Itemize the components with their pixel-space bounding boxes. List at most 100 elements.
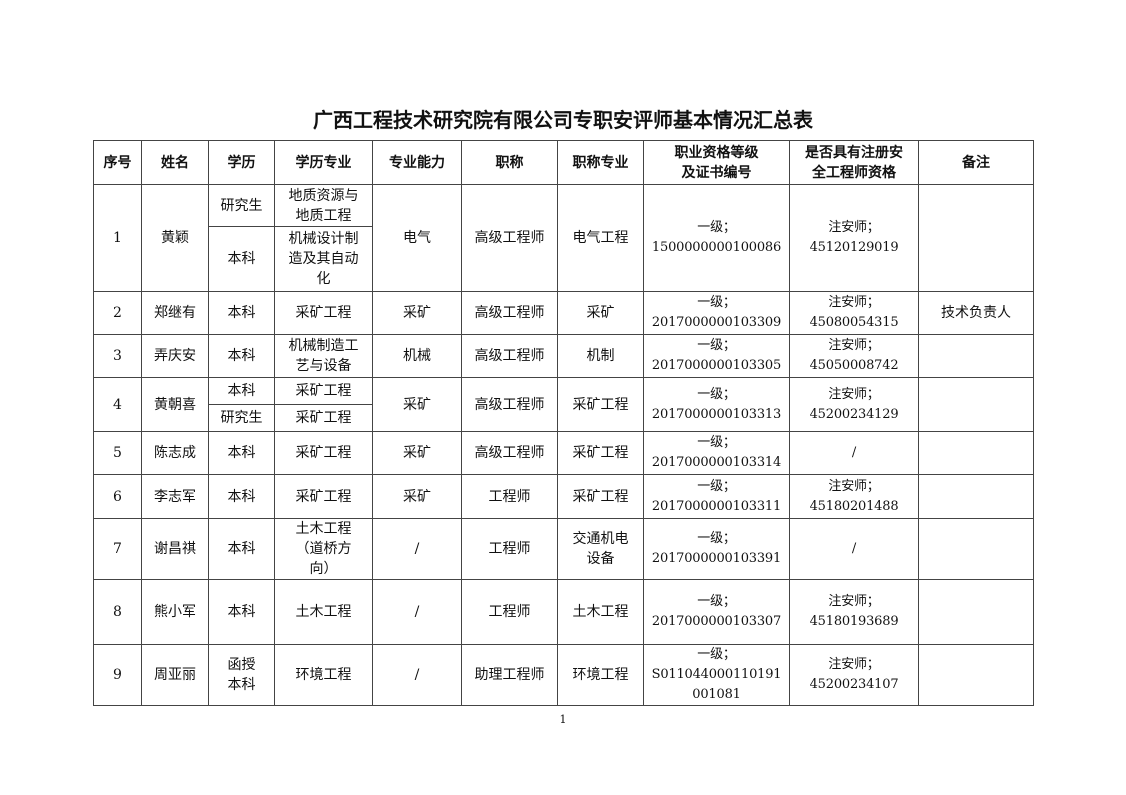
document-title: 广西工程技术研究院有限公司专职安评师基本情况汇总表 <box>313 108 813 132</box>
table-row: 6 李志军 本科 采矿工程 采矿 工程师 采矿工程 一级； 2017000000103311 注… <box>93 474 1034 519</box>
cell-education-major: 采矿工程 <box>274 404 373 432</box>
cell-certificate: 一级； 2017000000103307 <box>643 579 790 645</box>
cell-remarks <box>918 377 1034 432</box>
cell-title-major: 交通机电 设备 <box>557 518 644 580</box>
cell-specialty: / <box>372 644 462 706</box>
cell-remarks <box>918 474 1034 519</box>
cell-remarks <box>918 644 1034 706</box>
cell-education: 本科 <box>208 377 275 405</box>
table-row: 研究生 采矿工程 <box>94 404 1034 432</box>
cell-education-major: 环境工程 <box>274 644 373 706</box>
cell-certificate: 一级； 2017000000103305 <box>643 334 790 378</box>
cell-registered-engineer: 注安师； 45200234129 <box>789 377 919 432</box>
cell-name: 熊小军 <box>141 579 209 645</box>
cell-name: 陈志成 <box>141 431 209 475</box>
cell-certificate: 一级； 1500000000100086 <box>643 184 790 292</box>
cell-education-major: 机械制造工 艺与设备 <box>274 334 373 378</box>
cell-title: 助理工程师 <box>461 644 558 706</box>
cell-education-major: 采矿工程 <box>274 474 373 519</box>
header-title-major: 职称专业 <box>557 140 644 185</box>
cell-title-major: 土木工程 <box>557 579 644 645</box>
header-title: 职称 <box>461 140 558 185</box>
cell-name: 黄朝喜 <box>141 377 209 432</box>
cell-title-major: 采矿工程 <box>557 377 644 432</box>
cell-title-major: 采矿工程 <box>557 431 644 475</box>
table-row: 7 谢昌祺 本科 土木工程 （道桥方 向） / 工程师 交通机电 设备 一级； 2017000… <box>93 518 1034 580</box>
cell-seq: 8 <box>93 579 142 645</box>
cell-name: 周亚丽 <box>141 644 209 706</box>
cell-title-major: 采矿工程 <box>557 474 644 519</box>
cell-education: 本科 <box>208 334 275 378</box>
cell-seq: 6 <box>93 474 142 519</box>
cell-title: 工程师 <box>461 579 558 645</box>
cell-name: 黄颖 <box>141 184 209 292</box>
cell-education: 本科 <box>208 579 275 645</box>
header-seq: 序号 <box>93 140 142 185</box>
cell-specialty: 电气 <box>372 184 462 292</box>
table-row: 2 郑继有 本科 采矿工程 采矿 高级工程师 采矿 一级； 2017000000103309 注… <box>93 291 1034 335</box>
cell-seq: 3 <box>93 334 142 378</box>
header-education: 学历 <box>208 140 275 185</box>
cell-title: 高级工程师 <box>461 377 558 432</box>
cell-registered-engineer: 注安师； 45200234107 <box>789 644 919 706</box>
cell-title: 高级工程师 <box>461 431 558 475</box>
cell-registered-engineer: 注安师； 45180201488 <box>789 474 919 519</box>
cell-certificate: 一级； S011044000110191 001081 <box>643 644 790 706</box>
cell-seq: 2 <box>93 291 142 335</box>
header-education-major: 学历专业 <box>274 140 373 185</box>
table-row: 4 黄朝喜 本科 采矿工程 采矿 高级工程师 采矿工程 一级； 201700000010331… <box>93 377 1034 432</box>
cell-certificate: 一级； 2017000000103314 <box>643 431 790 475</box>
cell-name: 郑继有 <box>141 291 209 335</box>
table-row: 8 熊小军 本科 土木工程 / 工程师 土木工程 一级； 2017000000103307 注安… <box>93 579 1034 645</box>
cell-education: 本科 <box>208 226 275 292</box>
cell-specialty: 机械 <box>372 334 462 378</box>
cell-seq: 7 <box>93 518 142 580</box>
cell-title-major: 机制 <box>557 334 644 378</box>
cell-registered-engineer: 注安师； 45050008742 <box>789 334 919 378</box>
header-name: 姓名 <box>141 140 209 185</box>
cell-specialty: / <box>372 579 462 645</box>
table-row: 9 周亚丽 函授 本科 环境工程 / 助理工程师 环境工程 一级； S011044000110… <box>93 644 1034 706</box>
cell-education: 本科 <box>208 431 275 475</box>
cell-education-major: 采矿工程 <box>274 291 373 335</box>
cell-education-major: 土木工程 <box>274 579 373 645</box>
cell-registered-engineer: / <box>789 431 919 475</box>
cell-certificate: 一级； 2017000000103391 <box>643 518 790 580</box>
cell-education-major: 地质资源与 地质工程 <box>274 184 373 227</box>
cell-education: 研究生 <box>208 184 275 227</box>
cell-specialty: / <box>372 518 462 580</box>
cell-title: 高级工程师 <box>461 184 558 292</box>
cell-education: 本科 <box>208 291 275 335</box>
cell-specialty: 采矿 <box>372 474 462 519</box>
cell-education: 函授 本科 <box>208 644 275 706</box>
table-row: 3 弄庆安 本科 机械制造工 艺与设备 机械 高级工程师 机制 一级； 20170000001… <box>93 334 1034 378</box>
cell-education: 本科 <box>208 518 275 580</box>
cell-title: 高级工程师 <box>461 291 558 335</box>
cell-remarks <box>918 518 1034 580</box>
header-specialty: 专业能力 <box>372 140 462 185</box>
cell-registered-engineer: 注安师； 45080054315 <box>789 291 919 335</box>
cell-specialty: 采矿 <box>372 431 462 475</box>
cell-title: 高级工程师 <box>461 334 558 378</box>
cell-specialty: 采矿 <box>372 377 462 432</box>
table-row: 1 黄颖 研究生 地质资源与 地质工程 电气 高级工程师 电气工程 一级； 150000000… <box>93 184 1034 292</box>
cell-title: 工程师 <box>461 518 558 580</box>
header-remarks: 备注 <box>918 140 1034 185</box>
cell-education: 研究生 <box>208 404 275 432</box>
cell-title-major: 环境工程 <box>557 644 644 706</box>
cell-education-major: 采矿工程 <box>274 377 373 405</box>
cell-title-major: 采矿 <box>557 291 644 335</box>
staff-summary-table: 序号 姓名 学历 学历专业 专业能力 职称 职称专业 职业资格等级 及证书编号 是否具有注册安 … <box>93 140 1034 706</box>
cell-title: 工程师 <box>461 474 558 519</box>
cell-remarks <box>918 431 1034 475</box>
header-registered-engineer: 是否具有注册安 全工程师资格 <box>789 140 919 185</box>
cell-name: 弄庆安 <box>141 334 209 378</box>
cell-remarks <box>918 334 1034 378</box>
cell-certificate: 一级； 2017000000103313 <box>643 377 790 432</box>
cell-registered-engineer: 注安师； 45180193689 <box>789 579 919 645</box>
cell-remarks <box>918 579 1034 645</box>
cell-title-major: 电气工程 <box>557 184 644 292</box>
cell-certificate: 一级； 2017000000103309 <box>643 291 790 335</box>
cell-specialty: 采矿 <box>372 291 462 335</box>
cell-education: 本科 <box>208 474 275 519</box>
